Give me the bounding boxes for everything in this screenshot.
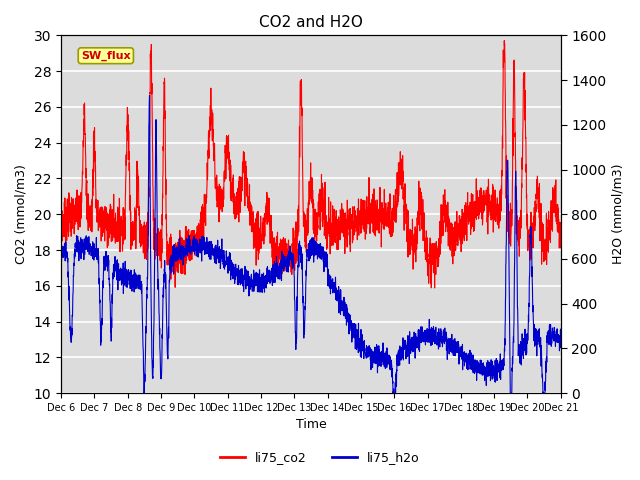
X-axis label: Time: Time (296, 419, 326, 432)
Y-axis label: H2O (mmol/m3): H2O (mmol/m3) (612, 164, 625, 264)
Y-axis label: CO2 (mmol/m3): CO2 (mmol/m3) (15, 164, 28, 264)
Text: SW_flux: SW_flux (81, 50, 131, 61)
Title: CO2 and H2O: CO2 and H2O (259, 15, 363, 30)
Legend: li75_co2, li75_h2o: li75_co2, li75_h2o (215, 446, 425, 469)
